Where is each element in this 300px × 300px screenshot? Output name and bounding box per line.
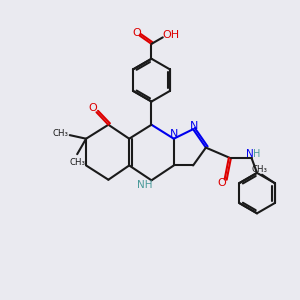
Text: H: H — [253, 149, 260, 159]
Text: N: N — [170, 129, 178, 139]
Text: N: N — [190, 121, 198, 130]
Text: CH₃: CH₃ — [53, 129, 69, 138]
Text: O: O — [88, 103, 97, 113]
Text: N: N — [246, 149, 254, 159]
Text: O: O — [218, 178, 226, 188]
Text: NH: NH — [137, 180, 153, 190]
Text: O: O — [132, 28, 141, 38]
Text: CH₃: CH₃ — [69, 158, 85, 167]
Text: CH₃: CH₃ — [252, 165, 268, 174]
Text: OH: OH — [162, 30, 179, 40]
